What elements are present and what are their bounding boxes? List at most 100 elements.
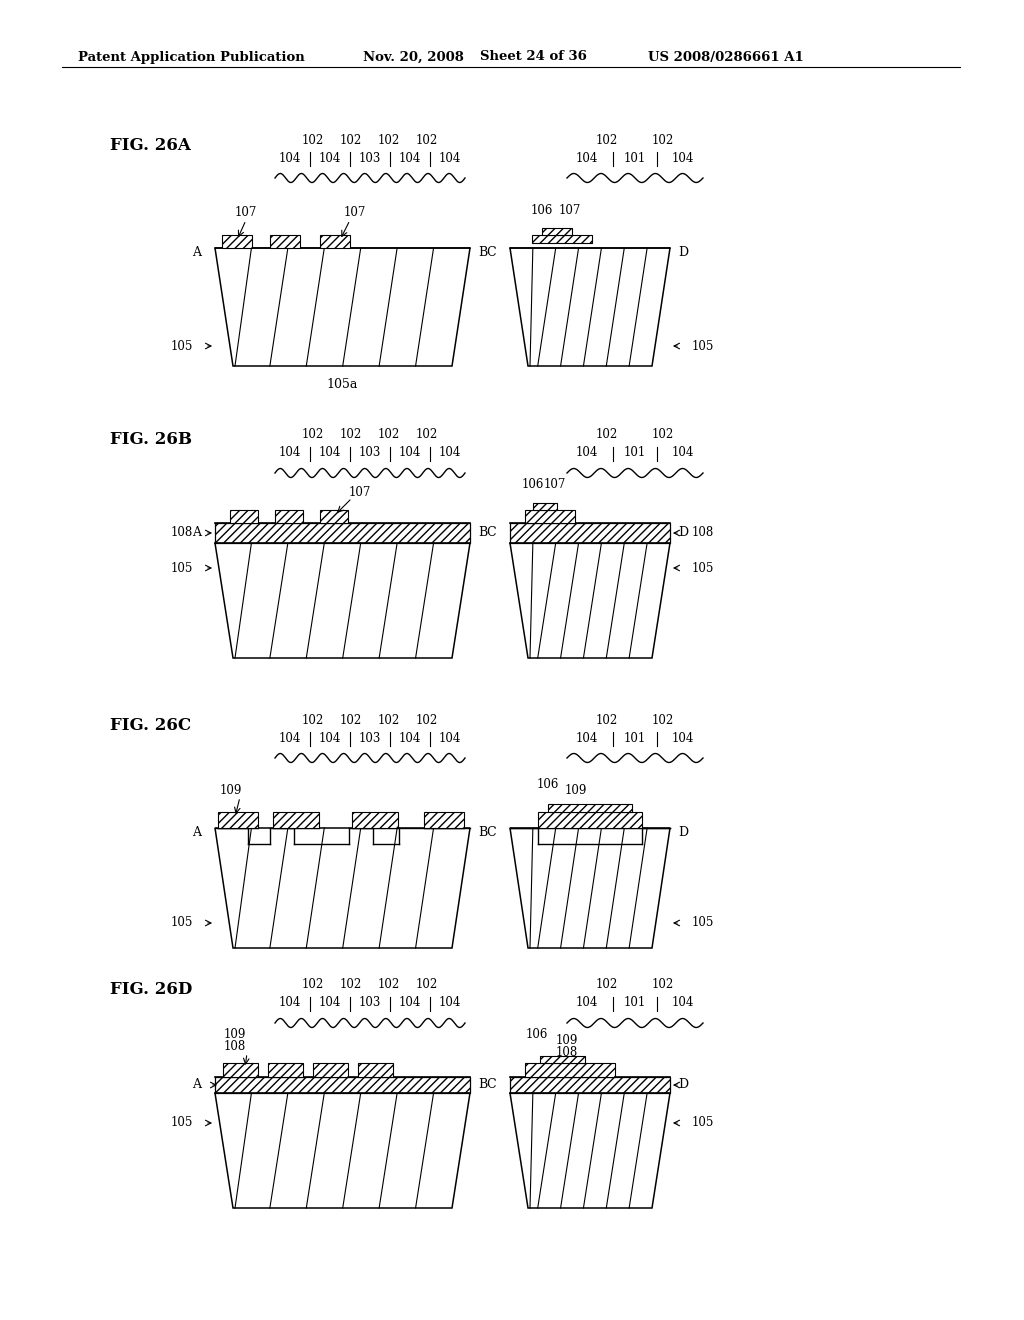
Bar bbox=[273, 812, 319, 828]
Bar bbox=[215, 1077, 470, 1093]
Text: D: D bbox=[678, 527, 688, 540]
Text: 104: 104 bbox=[318, 731, 341, 744]
Text: Sheet 24 of 36: Sheet 24 of 36 bbox=[480, 50, 587, 63]
Text: 108: 108 bbox=[692, 527, 715, 540]
Text: 102: 102 bbox=[378, 429, 400, 441]
Text: 104: 104 bbox=[398, 446, 421, 459]
Text: 104: 104 bbox=[279, 152, 301, 165]
Text: 103: 103 bbox=[358, 446, 381, 459]
Text: 102: 102 bbox=[596, 429, 618, 441]
Text: D: D bbox=[678, 1078, 688, 1092]
Text: 104: 104 bbox=[398, 152, 421, 165]
Text: 104: 104 bbox=[575, 446, 598, 459]
Text: 108: 108 bbox=[171, 527, 193, 540]
Text: FIG. 26A: FIG. 26A bbox=[110, 136, 190, 153]
Text: 104: 104 bbox=[279, 446, 301, 459]
Text: 102: 102 bbox=[340, 978, 362, 991]
Text: 101: 101 bbox=[624, 731, 646, 744]
Text: 104: 104 bbox=[439, 446, 461, 459]
Text: FIG. 26C: FIG. 26C bbox=[110, 717, 191, 734]
Bar bbox=[510, 523, 670, 543]
Text: 109: 109 bbox=[565, 784, 587, 796]
Text: Patent Application Publication: Patent Application Publication bbox=[78, 50, 305, 63]
Text: Nov. 20, 2008: Nov. 20, 2008 bbox=[362, 50, 464, 63]
Text: 104: 104 bbox=[439, 997, 461, 1010]
Text: 105: 105 bbox=[692, 916, 715, 929]
Text: 104: 104 bbox=[575, 997, 598, 1010]
Text: 107: 107 bbox=[234, 206, 257, 219]
Text: 102: 102 bbox=[340, 429, 362, 441]
Bar bbox=[538, 812, 642, 828]
Text: D: D bbox=[678, 826, 688, 840]
Bar bbox=[424, 812, 464, 828]
Text: 102: 102 bbox=[378, 978, 400, 991]
Text: 102: 102 bbox=[302, 978, 325, 991]
Text: 104: 104 bbox=[672, 446, 694, 459]
Text: 107: 107 bbox=[344, 206, 367, 219]
Polygon shape bbox=[510, 828, 670, 948]
Text: C: C bbox=[486, 826, 496, 840]
Bar bbox=[525, 1063, 615, 1077]
Text: 104: 104 bbox=[672, 152, 694, 165]
Text: 104: 104 bbox=[672, 731, 694, 744]
Text: B: B bbox=[478, 1078, 487, 1092]
Polygon shape bbox=[215, 248, 470, 366]
Bar bbox=[270, 235, 300, 248]
Bar bbox=[352, 812, 398, 828]
Text: D: D bbox=[678, 247, 688, 260]
Text: 102: 102 bbox=[652, 133, 674, 147]
Text: FIG. 26D: FIG. 26D bbox=[110, 982, 193, 998]
Text: 104: 104 bbox=[439, 731, 461, 744]
Bar bbox=[223, 1063, 258, 1077]
Text: 104: 104 bbox=[575, 731, 598, 744]
Text: 106: 106 bbox=[537, 777, 559, 791]
Text: 102: 102 bbox=[302, 429, 325, 441]
Text: 105: 105 bbox=[692, 1117, 715, 1130]
Polygon shape bbox=[510, 1093, 670, 1208]
Text: 102: 102 bbox=[596, 978, 618, 991]
Text: 105a: 105a bbox=[327, 378, 357, 391]
Text: 102: 102 bbox=[378, 133, 400, 147]
Text: 105: 105 bbox=[171, 339, 193, 352]
Text: 107: 107 bbox=[559, 203, 582, 216]
Text: 109: 109 bbox=[556, 1035, 579, 1048]
Text: 106: 106 bbox=[525, 1028, 548, 1041]
Text: 102: 102 bbox=[416, 978, 438, 991]
Text: C: C bbox=[486, 527, 496, 540]
Bar bbox=[222, 235, 252, 248]
Text: 107: 107 bbox=[349, 486, 371, 499]
Bar bbox=[218, 812, 258, 828]
Text: 104: 104 bbox=[318, 152, 341, 165]
Bar bbox=[268, 1063, 303, 1077]
Text: FIG. 26B: FIG. 26B bbox=[110, 432, 193, 449]
Text: C: C bbox=[486, 1078, 496, 1092]
Text: 102: 102 bbox=[378, 714, 400, 726]
Text: 104: 104 bbox=[439, 152, 461, 165]
Bar bbox=[532, 235, 592, 243]
Bar bbox=[319, 235, 350, 248]
Text: 103: 103 bbox=[358, 997, 381, 1010]
Text: 109: 109 bbox=[220, 784, 243, 796]
Bar bbox=[534, 503, 557, 510]
Text: 106: 106 bbox=[530, 203, 553, 216]
Polygon shape bbox=[215, 543, 470, 657]
Text: 104: 104 bbox=[318, 446, 341, 459]
Text: 104: 104 bbox=[279, 731, 301, 744]
Polygon shape bbox=[215, 828, 470, 948]
Polygon shape bbox=[215, 1093, 470, 1208]
Text: A: A bbox=[193, 1078, 201, 1092]
Text: 104: 104 bbox=[398, 731, 421, 744]
Polygon shape bbox=[510, 543, 670, 657]
Text: A: A bbox=[193, 247, 201, 260]
Bar bbox=[275, 510, 303, 523]
Text: 107: 107 bbox=[544, 479, 566, 491]
Text: 101: 101 bbox=[624, 446, 646, 459]
Text: 105: 105 bbox=[171, 561, 193, 574]
Text: 102: 102 bbox=[416, 429, 438, 441]
Text: 102: 102 bbox=[340, 714, 362, 726]
Text: 102: 102 bbox=[652, 978, 674, 991]
Text: 104: 104 bbox=[575, 152, 598, 165]
Bar bbox=[542, 228, 572, 235]
Text: 102: 102 bbox=[652, 714, 674, 726]
Text: 102: 102 bbox=[302, 714, 325, 726]
